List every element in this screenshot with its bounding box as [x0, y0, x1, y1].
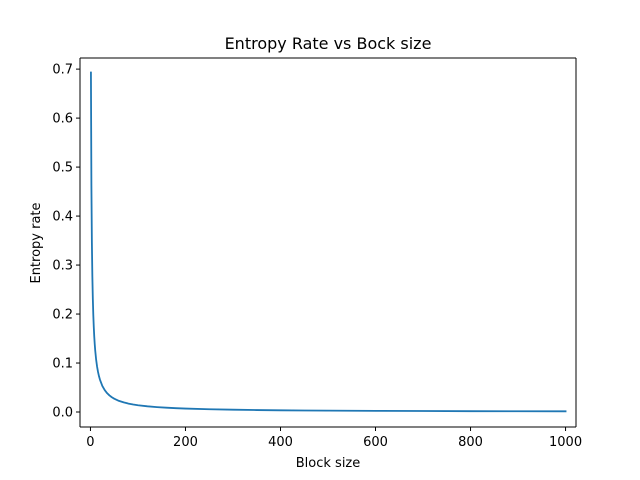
y-tick-label: 0.2 — [52, 308, 73, 323]
y-axis-label: Entropy rate — [29, 202, 44, 283]
y-tick-label: 0.3 — [52, 259, 73, 274]
x-tick-label: 600 — [363, 435, 388, 450]
plot-area: 0 200 400 600 800 1000 0.0 0.1 0.2 0.3 0.4 0.5 0.6 0.… — [52, 57, 582, 450]
x-tick-label: 200 — [173, 435, 198, 450]
x-axis-label: Block size — [296, 456, 361, 471]
y-tick-label: 0.0 — [52, 406, 73, 421]
x-tick-label: 400 — [268, 435, 293, 450]
y-tick-label: 0.5 — [52, 161, 73, 176]
x-tick-label: 0 — [86, 435, 94, 450]
y-tick-label: 0.7 — [52, 63, 73, 78]
y-tick-label: 0.4 — [52, 210, 73, 225]
x-tick-label: 800 — [458, 435, 483, 450]
x-tick-label: 1000 — [549, 435, 582, 450]
y-tick-label: 0.1 — [52, 357, 73, 372]
y-tick-label: 0.6 — [52, 112, 73, 127]
chart-title: Entropy Rate vs Bock size — [225, 34, 432, 53]
series-line-0 — [90, 71, 567, 413]
